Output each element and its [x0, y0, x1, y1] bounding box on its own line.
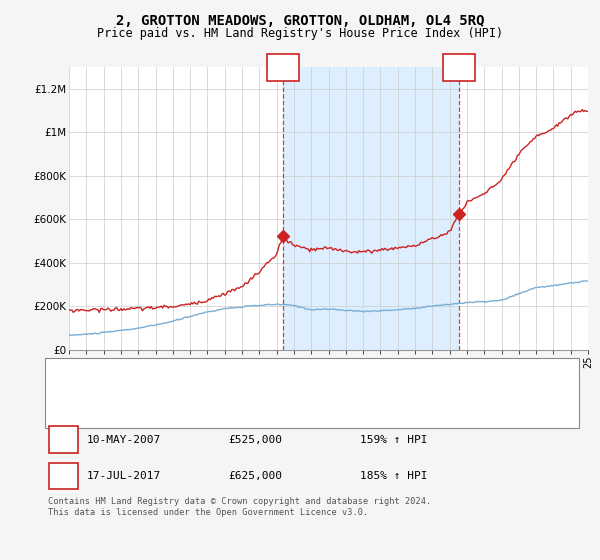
Text: 2: 2	[455, 62, 463, 72]
Bar	[283, 67, 459, 350]
Text: 2, GROTTON MEADOWS, GROTTON, OLDHAM, OL4 5RQ (detached house): 2, GROTTON MEADOWS, GROTTON, OLDHAM, OL4…	[95, 372, 461, 382]
Text: Price paid vs. HM Land Registry's House Price Index (HPI): Price paid vs. HM Land Registry's House …	[97, 27, 503, 40]
Text: 2, GROTTON MEADOWS, GROTTON, OLDHAM, OL4 5RQ: 2, GROTTON MEADOWS, GROTTON, OLDHAM, OL4…	[116, 14, 484, 28]
Text: 159% ↑ HPI: 159% ↑ HPI	[360, 435, 427, 445]
Text: 185% ↑ HPI: 185% ↑ HPI	[360, 471, 427, 481]
Text: Contains HM Land Registry data © Crown copyright and database right 2024.
This d: Contains HM Land Registry data © Crown c…	[48, 497, 431, 517]
Text: £525,000: £525,000	[228, 435, 282, 445]
Text: 17-JUL-2017: 17-JUL-2017	[87, 471, 161, 481]
Text: 10-MAY-2007: 10-MAY-2007	[87, 435, 161, 445]
Text: £625,000: £625,000	[228, 471, 282, 481]
Text: HPI: Average price, detached house, Oldham: HPI: Average price, detached house, Oldh…	[95, 400, 347, 410]
Text: 1: 1	[60, 433, 67, 446]
Text: 2: 2	[60, 469, 67, 483]
Text: 1: 1	[280, 62, 286, 72]
